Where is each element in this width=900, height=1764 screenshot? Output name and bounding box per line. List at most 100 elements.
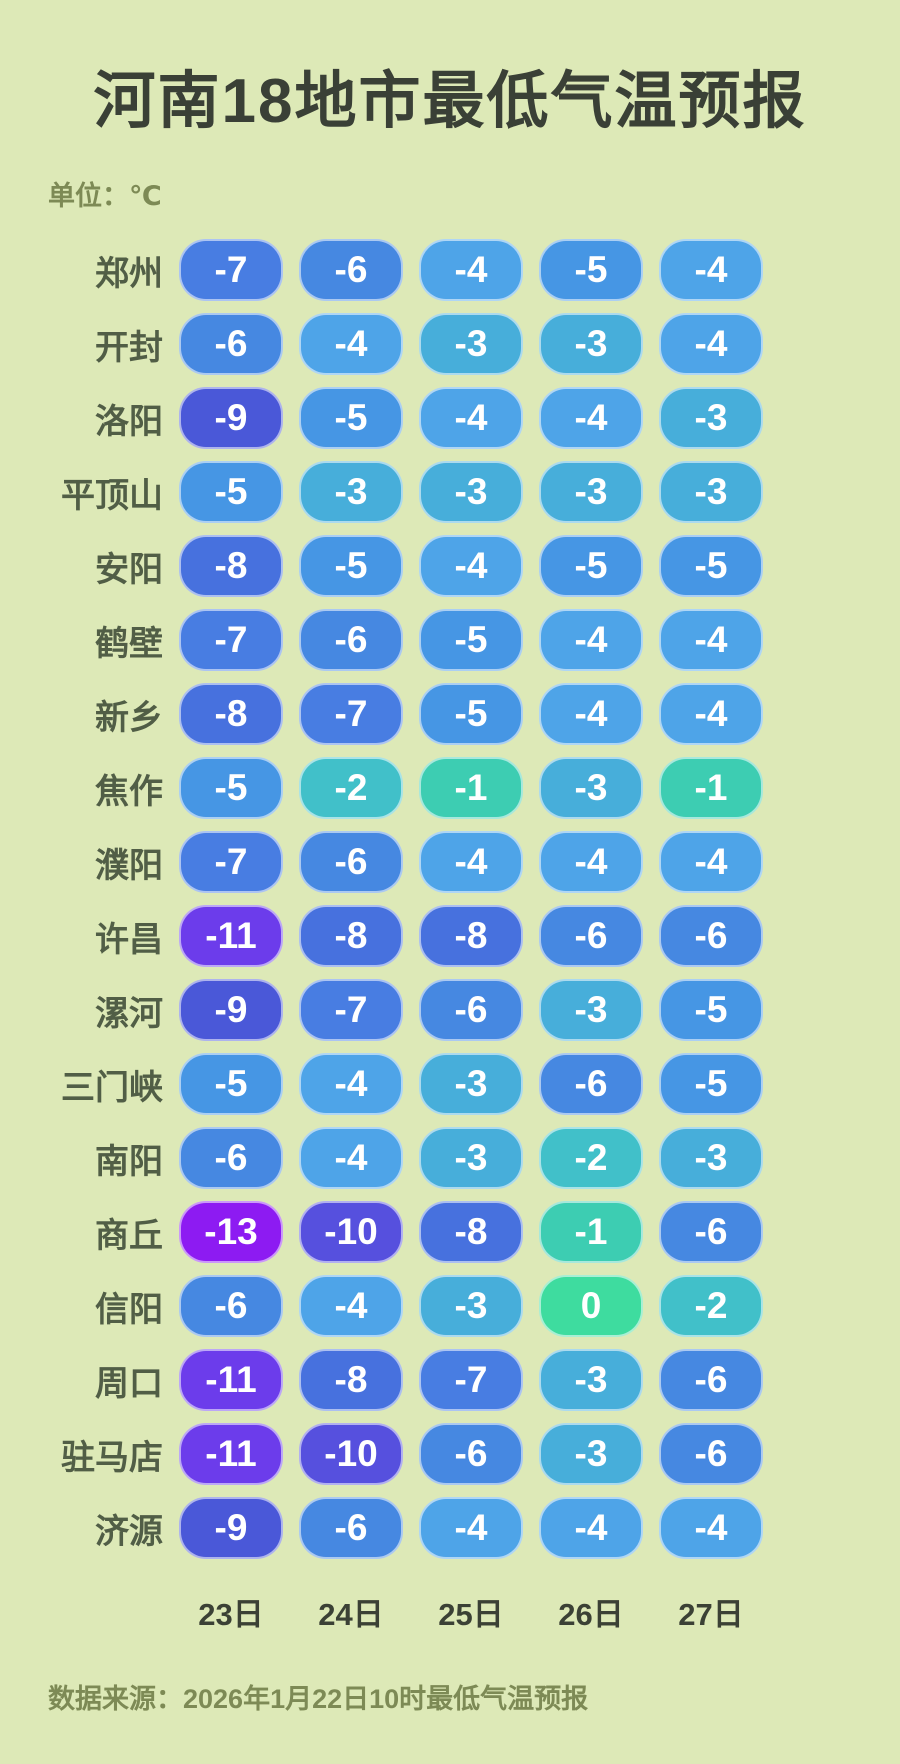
temperature-cell: -4	[419, 535, 523, 597]
temperature-cell: -6	[539, 1053, 643, 1115]
table-row: 南阳 -6 -4 -3 -2 -3	[0, 1121, 900, 1195]
temperature-cell: -6	[539, 905, 643, 967]
temperature-cell: -4	[659, 831, 763, 893]
city-label: 济源	[95, 1512, 163, 1551]
temperature-cell: -10	[299, 1423, 403, 1485]
temperature-cell: -6	[299, 239, 403, 301]
temperature-cell: -3	[539, 757, 643, 819]
temperature-cell: -1	[659, 757, 763, 819]
temperature-cell: -1	[539, 1201, 643, 1263]
table-row: 焦作 -5 -2 -1 -3 -1	[0, 751, 900, 825]
date-label: 25日	[438, 1596, 504, 1632]
date-axis: 23日 24日 25日 26日 27日	[0, 1589, 900, 1633]
temperature-cell: -5	[179, 1053, 283, 1115]
table-row: 信阳 -6 -4 -3 0 -2	[0, 1269, 900, 1343]
temperature-cell: -4	[419, 239, 523, 301]
temperature-cell: -8	[419, 1201, 523, 1263]
city-label: 郑州	[95, 254, 163, 293]
temperature-cell: -8	[299, 1349, 403, 1411]
temperature-cell: -10	[299, 1201, 403, 1263]
source-label: 数据来源：2026年1月22日10时最低气温预报	[48, 1684, 589, 1714]
city-label: 鹤壁	[95, 624, 163, 663]
table-row: 平顶山 -5 -3 -3 -3 -3	[0, 455, 900, 529]
temperature-cell: -3	[419, 313, 523, 375]
city-label: 安阳	[95, 550, 163, 589]
temperature-cell: -4	[659, 1497, 763, 1559]
temperature-cell: -6	[179, 1127, 283, 1189]
temperature-cell: -3	[539, 979, 643, 1041]
temperature-cell: -8	[179, 683, 283, 745]
city-label: 信阳	[95, 1290, 163, 1329]
temperature-cell: -6	[659, 1423, 763, 1485]
temperature-cell: -5	[659, 1053, 763, 1115]
temperature-cell: -11	[179, 1423, 283, 1485]
temperature-cell: -8	[299, 905, 403, 967]
temperature-cell: 0	[539, 1275, 643, 1337]
temperature-table: 郑州 -7 -6 -4 -5 -4 开封 -6 -4 -3 -3 -4 洛阳 -9 -5 -4 -4 -3 平顶山 -…	[0, 233, 900, 1565]
unit-label: 单位：℃	[48, 181, 162, 211]
temperature-cell: -7	[299, 979, 403, 1041]
table-row: 濮阳 -7 -6 -4 -4 -4	[0, 825, 900, 899]
temperature-cell: -4	[299, 1053, 403, 1115]
temperature-cell: -5	[179, 461, 283, 523]
temperature-cell: -4	[539, 609, 643, 671]
temperature-cell: -4	[299, 1127, 403, 1189]
temperature-cell: -6	[659, 1201, 763, 1263]
temperature-cell: -9	[179, 979, 283, 1041]
temperature-cell: -5	[299, 387, 403, 449]
table-row: 开封 -6 -4 -3 -3 -4	[0, 307, 900, 381]
temperature-cell: -7	[299, 683, 403, 745]
city-label: 平顶山	[61, 476, 163, 515]
temperature-cell: -4	[539, 1497, 643, 1559]
page-title: 河南18地市最低气温预报	[93, 67, 807, 136]
temperature-cell: -3	[539, 1423, 643, 1485]
temperature-cell: -2	[299, 757, 403, 819]
city-label: 开封	[95, 328, 163, 367]
temperature-cell: -6	[299, 831, 403, 893]
city-label: 濮阳	[95, 846, 163, 885]
temperature-cell: -8	[419, 905, 523, 967]
temperature-cell: -7	[179, 239, 283, 301]
temperature-cell: -3	[419, 1127, 523, 1189]
temperature-cell: -4	[659, 313, 763, 375]
city-label: 洛阳	[95, 402, 163, 441]
date-label: 23日	[198, 1596, 264, 1632]
temperature-cell: -5	[539, 239, 643, 301]
date-label: 27日	[678, 1596, 744, 1632]
temperature-cell: -6	[419, 1423, 523, 1485]
city-label: 驻马店	[61, 1438, 163, 1477]
temperature-cell: -3	[419, 1275, 523, 1337]
temperature-cell: -5	[659, 979, 763, 1041]
temperature-cell: -5	[539, 535, 643, 597]
temperature-cell: -4	[419, 1497, 523, 1559]
city-label: 新乡	[95, 698, 163, 737]
temperature-cell: -4	[299, 313, 403, 375]
table-row: 郑州 -7 -6 -4 -5 -4	[0, 233, 900, 307]
city-label: 南阳	[95, 1142, 163, 1181]
temperature-cell: -6	[179, 1275, 283, 1337]
date-label: 26日	[558, 1596, 624, 1632]
table-row: 安阳 -8 -5 -4 -5 -5	[0, 529, 900, 603]
city-label: 商丘	[95, 1216, 163, 1255]
temperature-cell: -5	[659, 535, 763, 597]
temperature-cell: -6	[299, 1497, 403, 1559]
temperature-cell: -9	[179, 1497, 283, 1559]
temperature-cell: -4	[659, 239, 763, 301]
temperature-cell: -3	[659, 461, 763, 523]
temperature-cell: -7	[179, 831, 283, 893]
temperature-cell: -3	[539, 461, 643, 523]
temperature-cell: -4	[419, 387, 523, 449]
table-row: 鹤壁 -7 -6 -5 -4 -4	[0, 603, 900, 677]
temperature-cell: -4	[659, 609, 763, 671]
temperature-cell: -13	[179, 1201, 283, 1263]
table-row: 新乡 -8 -7 -5 -4 -4	[0, 677, 900, 751]
temperature-cell: -9	[179, 387, 283, 449]
temperature-cell: -11	[179, 905, 283, 967]
temperature-cell: -5	[419, 683, 523, 745]
temperature-cell: -5	[299, 535, 403, 597]
temperature-cell: -6	[419, 979, 523, 1041]
temperature-cell: -4	[539, 387, 643, 449]
temperature-cell: -3	[539, 313, 643, 375]
temperature-cell: -4	[539, 683, 643, 745]
